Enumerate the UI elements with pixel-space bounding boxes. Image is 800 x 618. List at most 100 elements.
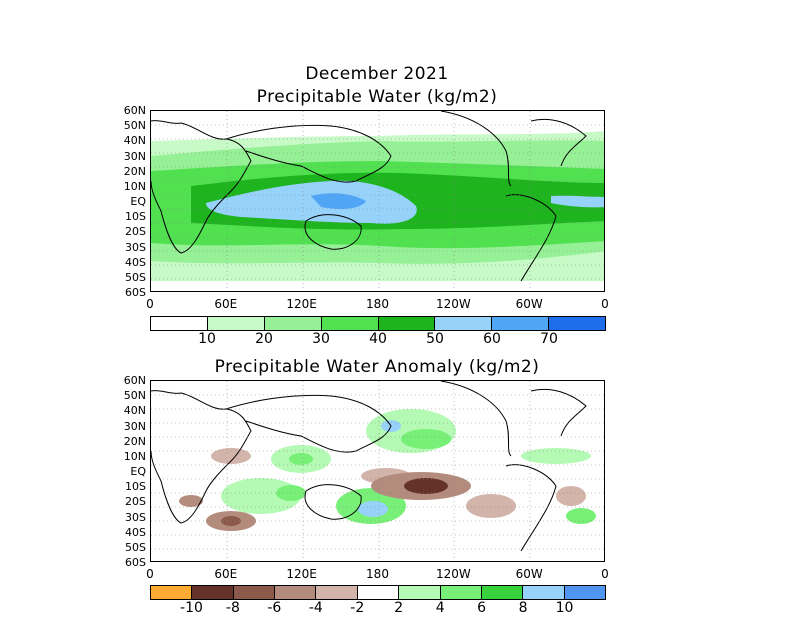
bottom-colorbar-segment	[233, 586, 276, 599]
bottom-colorbar-label: 2	[394, 600, 404, 616]
top-lon-label: 0	[601, 297, 609, 311]
bottom-colorbar-label: -8	[225, 600, 240, 616]
coastlines	[151, 381, 587, 552]
north-america-east-coast	[530, 118, 587, 167]
south-america-coast	[505, 194, 557, 282]
top-lat-label: 30S	[125, 240, 146, 254]
bottom-colorbar-label: 10	[555, 600, 574, 616]
asia-coast	[225, 394, 392, 453]
bottom-map-panel	[150, 380, 605, 562]
top-colorbar-segment	[207, 317, 265, 330]
pw-warm-pool	[206, 180, 417, 224]
bottom-colorbar-label: -2	[350, 600, 365, 616]
north-america-coast	[440, 111, 512, 187]
top-colorbar-label: 50	[426, 331, 444, 347]
top-colorbar-segment	[321, 317, 379, 330]
africa-coast	[151, 390, 252, 524]
bottom-colorbar-segment	[316, 586, 358, 599]
bottom-colorbar-segment	[151, 586, 193, 599]
pw-atlantic-itcz	[551, 195, 604, 208]
bottom-map-graphic	[151, 381, 604, 561]
bottom-colorbar-label: -4	[308, 600, 323, 616]
top-colorbar-segment	[549, 317, 605, 330]
australia-coast	[304, 484, 362, 520]
bottom-colorbar-label: 6	[477, 600, 487, 616]
pw-peak-maritime	[311, 193, 366, 209]
top-lat-label: 40S	[125, 255, 146, 269]
bottom-lat-label: 60S	[125, 556, 146, 569]
top-colorbar-segment	[151, 317, 208, 330]
bottom-colorbar-segment	[357, 586, 400, 599]
bottom-lon-label: 60W	[515, 567, 543, 581]
south-america-coast	[505, 464, 557, 552]
top-colorbar-segment	[492, 317, 550, 330]
top-colorbar-label: 10	[198, 331, 216, 347]
top-colorbar-label: 40	[369, 331, 387, 347]
north-america-coast	[440, 381, 512, 457]
bottom-lat-label: 30S	[125, 510, 146, 524]
top-lat-label: EQ	[130, 195, 146, 208]
australia-coast	[304, 214, 362, 250]
top-lon-label: 120E	[286, 297, 317, 311]
top-lon-label: 0	[146, 297, 154, 311]
top-lon-label: 60E	[214, 297, 238, 311]
bottom-lon-label: 120E	[286, 567, 317, 581]
bottom-lat-label: 20N	[123, 434, 146, 448]
top-title-variable: Precipitable Water (kg/m2)	[256, 87, 498, 107]
africa-coast	[151, 120, 252, 254]
bottom-colorbar-segment	[564, 586, 605, 599]
bottom-lat-label: 50S	[125, 540, 146, 554]
top-lat-label: 50N	[123, 119, 146, 133]
asia-coast	[225, 124, 392, 183]
bottom-colorbar-label: -6	[267, 600, 282, 616]
top-lon-label: 60W	[515, 297, 543, 311]
bottom-colorbar	[150, 585, 606, 600]
top-colorbar-label: 20	[255, 331, 273, 347]
bottom-colorbar-label: -10	[180, 600, 203, 616]
bottom-lat-label: 50N	[123, 389, 146, 403]
top-map-panel	[150, 110, 605, 292]
bottom-lat-label: 10S	[125, 480, 146, 494]
bottom-colorbar-label: 8	[518, 600, 528, 616]
north-america-east-coast	[530, 388, 587, 437]
bottom-lon-label: 60E	[214, 567, 238, 581]
top-lon-label: 120W	[435, 297, 471, 311]
bottom-colorbar-label: 4	[435, 600, 445, 616]
bottom-colorbar-segment	[399, 586, 441, 599]
bottom-lon-label: 180	[366, 567, 389, 581]
bottom-lon-label: 0	[601, 567, 609, 581]
bottom-colorbar-segment	[275, 586, 317, 599]
top-lat-label: 20N	[123, 164, 146, 178]
bottom-lat-label: EQ	[130, 465, 146, 478]
top-lat-label: 30N	[123, 149, 146, 163]
bottom-title: Precipitable Water Anomaly (kg/m2)	[214, 357, 540, 377]
top-map-graphic	[151, 111, 604, 291]
top-colorbar	[150, 316, 606, 331]
bottom-lat-label: 10N	[123, 449, 146, 463]
top-colorbar-segment	[378, 317, 436, 330]
bottom-lon-label: 0	[146, 567, 154, 581]
anomaly-patches	[179, 409, 596, 531]
bottom-colorbar-segment	[523, 586, 565, 599]
coastlines	[151, 111, 587, 282]
top-lon-label: 180	[366, 297, 389, 311]
bottom-lat-label: 20S	[125, 495, 146, 509]
pw-dry-north	[151, 111, 604, 141]
top-colorbar-segment	[264, 317, 322, 330]
bottom-colorbar-segment	[192, 586, 234, 599]
top-colorbar-label: 30	[312, 331, 330, 347]
top-lat-label: 10S	[125, 210, 146, 224]
pw-dry-south	[151, 281, 604, 291]
bottom-lat-label: 40S	[125, 525, 146, 539]
bottom-colorbar-segment	[481, 586, 524, 599]
top-colorbar-label: 70	[540, 331, 558, 347]
bottom-colorbar-segment	[440, 586, 482, 599]
bottom-lon-label: 120W	[435, 567, 471, 581]
top-colorbar-segment	[435, 317, 493, 330]
top-lat-label: 60N	[123, 104, 146, 117]
top-title-month: December 2021	[305, 64, 449, 84]
bottom-lat-label: 30N	[123, 419, 146, 433]
top-lat-label: 50S	[125, 270, 146, 284]
bottom-lat-label: 60N	[123, 374, 146, 387]
top-lat-label: 20S	[125, 225, 146, 239]
